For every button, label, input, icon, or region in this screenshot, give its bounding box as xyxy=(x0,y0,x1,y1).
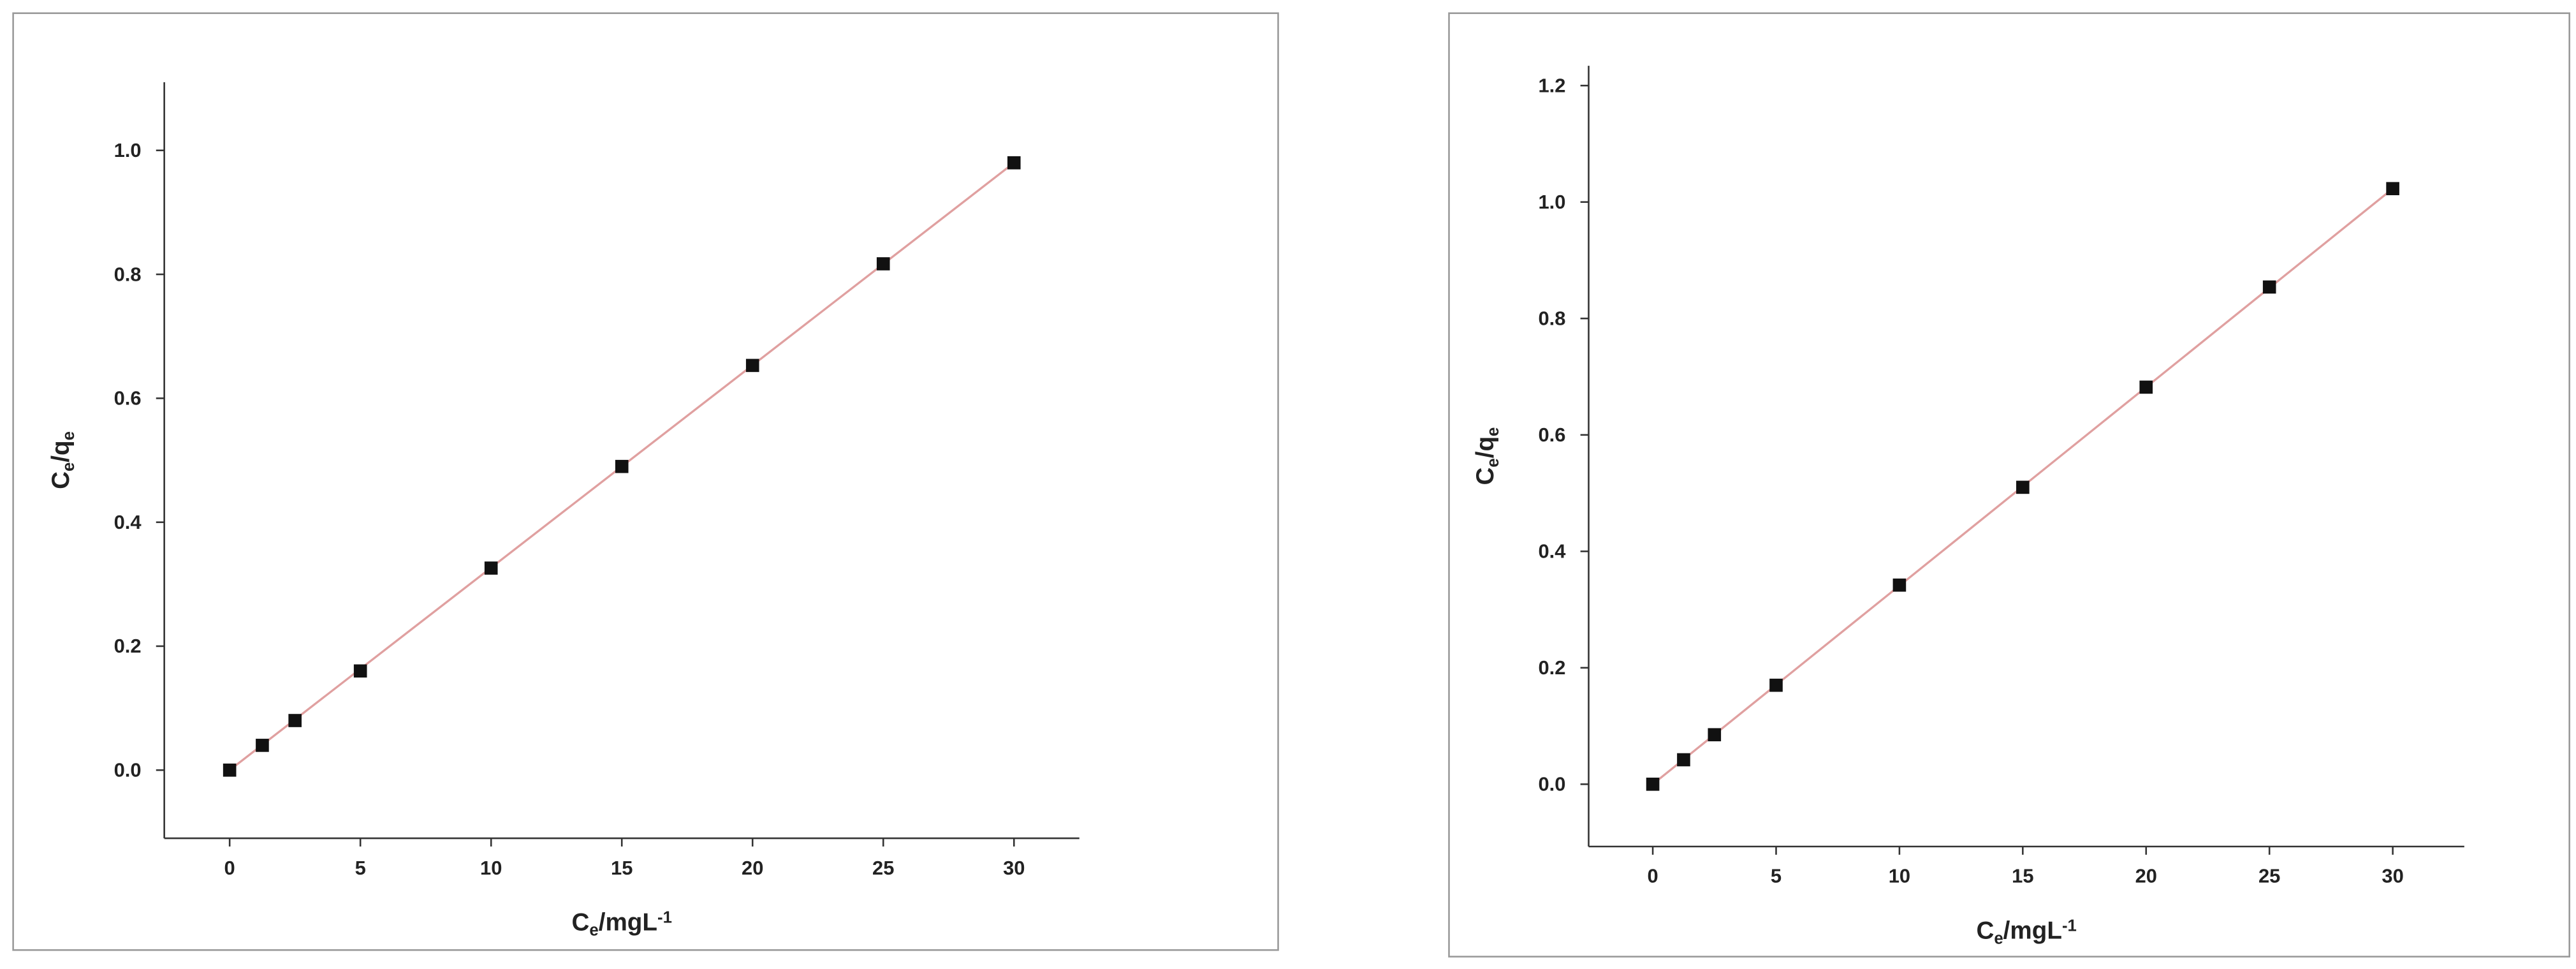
x-tick-label: 0 xyxy=(1647,865,1658,887)
marker xyxy=(876,257,890,270)
x-axis-label-part: e xyxy=(1994,929,2003,947)
y-axis-label-part: e xyxy=(1484,458,1502,467)
x-axis-label-part: -1 xyxy=(657,909,672,927)
y-tick-label: 1.0 xyxy=(1538,191,1565,213)
marker xyxy=(1677,753,1690,767)
x-axis-label-part: /mgL xyxy=(2003,917,2062,944)
y-axis-label: Ce/qe xyxy=(1472,427,1502,485)
y-tick-label: 0.2 xyxy=(114,635,142,657)
x-tick-label: 10 xyxy=(480,857,502,879)
marker xyxy=(484,561,498,575)
y-axis-label-part: e xyxy=(60,431,78,440)
panel-frame xyxy=(12,12,1279,951)
y-axis-label-part: /q xyxy=(47,440,75,462)
x-tick-label: 15 xyxy=(611,857,633,879)
x-tick-label: 20 xyxy=(2135,865,2157,887)
marker xyxy=(1892,578,1906,592)
x-axis-label-part: -1 xyxy=(2062,917,2077,935)
y-axis-label-part: e xyxy=(60,462,78,471)
x-axis-label-part: C xyxy=(1976,917,1994,944)
y-tick-label: 1.0 xyxy=(114,139,142,161)
x-tick-label: 5 xyxy=(1771,865,1782,887)
y-axis-label-part: C xyxy=(1472,468,1499,485)
y-tick-label: 0.0 xyxy=(1538,773,1565,795)
y-tick-label: 0.0 xyxy=(114,759,142,781)
y-tick-label: 1.2 xyxy=(1538,74,1565,96)
x-tick-label: 10 xyxy=(1889,865,1910,887)
marker xyxy=(2262,280,2276,294)
y-tick-label: 0.6 xyxy=(114,387,142,410)
x-axis-label: Ce/mgL-1 xyxy=(572,908,672,939)
marker xyxy=(2016,480,2030,494)
chart: 0 5 10 15 20 25 30 0.0 0.2 0.4 0.6 0.8 1.0 1.2 Ce/mgL-… xyxy=(1472,66,2464,947)
x-tick-label: 25 xyxy=(872,857,894,879)
y-axis-label-part: C xyxy=(47,471,75,489)
x-tick-label: 25 xyxy=(2258,865,2280,887)
x-axis-label: Ce/mgL-1 xyxy=(1976,917,2076,947)
y-tick-label: 0.4 xyxy=(114,511,142,533)
y-tick-label: 0.4 xyxy=(1538,540,1566,563)
marker xyxy=(1646,778,1660,791)
y-tick-label: 0.6 xyxy=(1538,424,1565,446)
marker xyxy=(1769,678,1783,692)
marker xyxy=(223,763,237,777)
marker xyxy=(1708,728,1722,742)
chart: 0 5 10 15 20 25 300.00.20.40.60.81.0Ce/mgL-1Ce… xyxy=(47,82,1079,939)
marker xyxy=(2386,182,2399,196)
x-axis-label-part: C xyxy=(572,908,590,936)
x-tick-label: 0 xyxy=(224,857,235,879)
marker xyxy=(353,664,367,678)
y-tick-label: 0.2 xyxy=(1538,656,1565,679)
y-tick-label: 0.8 xyxy=(114,263,142,285)
x-tick-label: 15 xyxy=(2012,865,2033,887)
x-tick-label: 20 xyxy=(742,857,763,879)
y-tick-label: 0.8 xyxy=(1538,307,1565,330)
x-tick-label: 30 xyxy=(2382,865,2403,887)
x-tick-label: 5 xyxy=(355,857,366,879)
marker xyxy=(615,459,629,473)
y-axis-label-part: e xyxy=(1484,427,1502,436)
marker xyxy=(745,359,759,373)
panel-frame xyxy=(1448,12,2570,958)
y-axis-label: Ce/qe xyxy=(47,431,78,489)
marker xyxy=(2139,380,2153,394)
x-tick-label: 30 xyxy=(1003,857,1025,879)
marker xyxy=(1007,156,1021,170)
y-axis-label-part: /q xyxy=(1472,436,1499,458)
x-axis-label-part: e xyxy=(589,921,598,939)
marker xyxy=(288,714,302,727)
x-axis-label-part: /mgL xyxy=(599,908,657,936)
marker xyxy=(256,739,269,752)
